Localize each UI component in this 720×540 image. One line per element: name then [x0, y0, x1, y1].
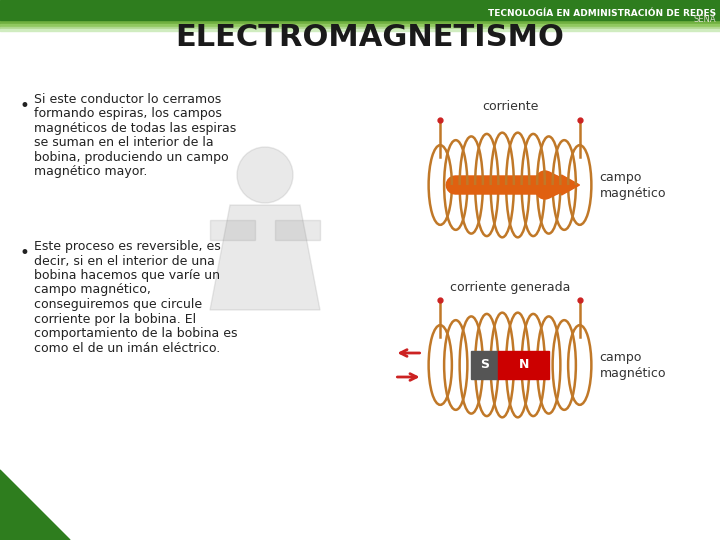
- Bar: [0, 24, 720, 27]
- Polygon shape: [275, 220, 320, 240]
- Bar: [0, 20, 720, 24]
- Text: bobina, produciendo un campo: bobina, produciendo un campo: [34, 151, 229, 164]
- Text: campo: campo: [600, 350, 642, 363]
- Polygon shape: [210, 205, 320, 310]
- Text: magnético: magnético: [600, 186, 666, 199]
- Text: N: N: [518, 359, 528, 372]
- Text: conseguiremos que circule: conseguiremos que circule: [34, 298, 202, 311]
- Bar: [0, 27, 720, 29]
- Text: formando espiras, los campos: formando espiras, los campos: [34, 107, 222, 120]
- Text: Este proceso es reversible, es: Este proceso es reversible, es: [34, 240, 221, 253]
- Text: ELECTROMAGNETISMO: ELECTROMAGNETISMO: [176, 23, 564, 51]
- Text: magnético mayor.: magnético mayor.: [34, 165, 148, 179]
- Circle shape: [237, 147, 293, 203]
- Text: bobina hacemos que varíe un: bobina hacemos que varíe un: [34, 269, 220, 282]
- FancyArrow shape: [452, 175, 580, 195]
- Text: corriente por la bobina. El: corriente por la bobina. El: [34, 313, 196, 326]
- Text: magnético: magnético: [600, 367, 666, 380]
- Polygon shape: [210, 220, 255, 240]
- Bar: [498, 351, 549, 379]
- Text: •: •: [20, 244, 30, 262]
- Text: corriente generada: corriente generada: [450, 280, 570, 294]
- Text: comportamiento de la bobina es: comportamiento de la bobina es: [34, 327, 238, 340]
- Bar: [0, 29, 720, 31]
- Text: campo: campo: [600, 171, 642, 184]
- Text: se suman en el interior de la: se suman en el interior de la: [34, 137, 214, 150]
- Text: campo magnético,: campo magnético,: [34, 284, 151, 296]
- Text: decir, si en el interior de una: decir, si en el interior de una: [34, 254, 215, 267]
- Text: como el de un imán eléctrico.: como el de un imán eléctrico.: [34, 341, 220, 354]
- Text: S: S: [480, 359, 490, 372]
- Text: SENA: SENA: [693, 15, 716, 24]
- Text: TECNOLOGÍA EN ADMINISTRACIÓN DE REDES: TECNOLOGÍA EN ADMINISTRACIÓN DE REDES: [488, 9, 716, 17]
- Text: •: •: [20, 97, 30, 115]
- Polygon shape: [0, 470, 70, 540]
- Text: Si este conductor lo cerramos: Si este conductor lo cerramos: [34, 93, 221, 106]
- Text: corriente: corriente: [482, 100, 538, 113]
- Bar: [472, 351, 498, 379]
- Text: magnéticos de todas las espiras: magnéticos de todas las espiras: [34, 122, 236, 135]
- Bar: [0, 0, 720, 20]
